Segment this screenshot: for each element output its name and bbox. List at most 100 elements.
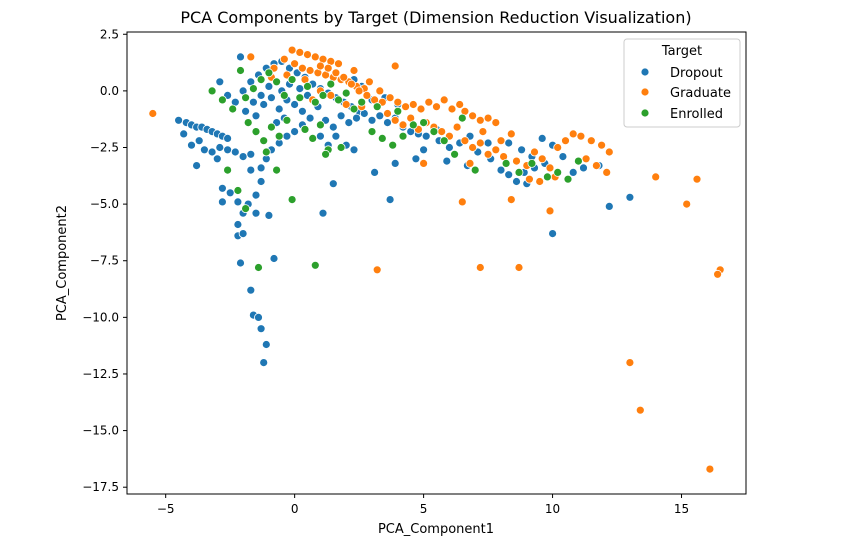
point-graduate-96: [635, 405, 645, 415]
point-enrolled-36: [272, 165, 282, 175]
point-enrolled-39: [336, 143, 346, 152]
point-dropout-110: [442, 156, 452, 166]
point-graduate-87: [372, 265, 382, 275]
point-dropout-10: [179, 129, 189, 139]
point-graduate-71: [586, 136, 596, 146]
point-graduate-31: [393, 97, 403, 107]
point-graduate-10: [290, 59, 300, 69]
point-enrolled-20: [243, 118, 253, 127]
point-dropout-50: [236, 52, 245, 62]
y-tick-label: −2.5: [90, 141, 119, 155]
point-dropout-95: [370, 167, 380, 177]
point-enrolled-17: [341, 88, 351, 98]
legend-marker-dropout: [640, 67, 650, 77]
point-dropout-48: [282, 131, 292, 141]
y-tick-label: −7.5: [90, 254, 119, 268]
point-dropout-82: [336, 111, 346, 121]
point-graduate-74: [581, 154, 591, 164]
legend-entry-dropout: Dropout: [670, 66, 723, 81]
y-tick-label: 0.0: [100, 84, 119, 98]
point-graduate-103: [364, 77, 374, 87]
point-graduate-105: [334, 59, 343, 69]
point-graduate-43: [483, 113, 493, 123]
point-enrolled-28: [315, 120, 325, 130]
point-graduate-20: [315, 61, 325, 71]
point-dropout-73: [266, 93, 276, 103]
point-graduate-52: [437, 127, 447, 137]
point-dropout-41: [269, 254, 279, 263]
point-graduate-66: [545, 163, 555, 173]
point-graduate-59: [491, 145, 501, 155]
point-graduate-45: [383, 109, 392, 118]
point-enrolled-58: [393, 106, 403, 116]
point-dropout-78: [305, 113, 315, 123]
point-dropout-114: [496, 165, 506, 175]
points-layer: [148, 45, 725, 474]
point-graduate-33: [408, 100, 418, 109]
x-tick-label: 0: [291, 502, 299, 516]
point-enrolled-23: [266, 122, 276, 132]
point-graduate-21: [323, 63, 333, 73]
legend: Target Dropout Graduate Enrolled: [623, 38, 741, 128]
point-enrolled-56: [574, 156, 583, 166]
x-tick-label: −5: [157, 502, 175, 516]
point-graduate-25: [354, 86, 364, 96]
point-enrolled-32: [241, 204, 251, 214]
point-dropout-129: [604, 201, 614, 211]
point-graduate-104: [375, 86, 385, 96]
x-axis: −5 0 5 10 15: [157, 494, 689, 516]
x-tick-label: 5: [420, 502, 428, 516]
point-enrolled-22: [259, 136, 269, 146]
point-dropout-37: [254, 312, 263, 322]
legend-entry-enrolled: Enrolled: [670, 107, 723, 122]
point-dropout-39: [261, 340, 271, 349]
point-enrolled-0: [236, 66, 245, 75]
point-dropout-29: [246, 165, 256, 175]
point-dropout-126: [568, 167, 578, 177]
point-dropout-40: [259, 358, 269, 368]
point-dropout-0: [174, 115, 184, 125]
point-enrolled-21: [251, 127, 261, 137]
point-graduate-34: [416, 104, 426, 114]
point-graduate-67: [553, 143, 563, 152]
y-tick-label: −12.5: [82, 367, 119, 381]
point-graduate-44: [491, 118, 501, 127]
point-dropout-86: [367, 115, 377, 125]
point-enrolled-37: [261, 147, 271, 157]
point-dropout-12: [194, 136, 204, 146]
y-tick-label: −10.0: [82, 310, 119, 324]
point-graduate-78: [535, 177, 545, 186]
point-dropout-23: [225, 188, 235, 198]
point-graduate-12: [305, 66, 315, 75]
point-graduate-7: [310, 52, 320, 62]
point-dropout-98: [328, 179, 338, 189]
point-enrolled-12: [303, 82, 312, 91]
point-enrolled-9: [279, 91, 289, 100]
point-dropout-18: [238, 152, 248, 162]
point-dropout-44: [256, 163, 266, 173]
point-graduate-86: [496, 136, 506, 146]
point-dropout-24: [233, 197, 243, 207]
x-tick-label: 10: [545, 502, 560, 516]
point-graduate-5: [295, 48, 305, 57]
point-dropout-17: [230, 147, 240, 157]
point-dropout-15: [215, 143, 225, 152]
point-enrolled-33: [254, 263, 263, 272]
x-axis-label: PCA_Component1: [378, 522, 494, 537]
point-dropout-108: [444, 143, 454, 152]
point-dropout-72: [259, 100, 269, 109]
point-dropout-123: [537, 133, 547, 143]
point-graduate-84: [465, 158, 475, 168]
point-enrolled-31: [223, 165, 233, 175]
y-tick-label: 2.5: [100, 27, 119, 41]
legend-marker-enrolled: [640, 108, 650, 118]
point-enrolled-45: [419, 118, 429, 127]
point-dropout-83: [344, 118, 354, 127]
point-graduate-38: [447, 104, 457, 114]
point-graduate-88: [475, 263, 485, 272]
point-dropout-74: [274, 104, 284, 114]
chart-title: PCA Components by Target (Dimension Redu…: [180, 8, 691, 27]
point-enrolled-40: [367, 127, 377, 137]
point-dropout-14: [207, 147, 217, 157]
point-dropout-16: [223, 145, 233, 155]
